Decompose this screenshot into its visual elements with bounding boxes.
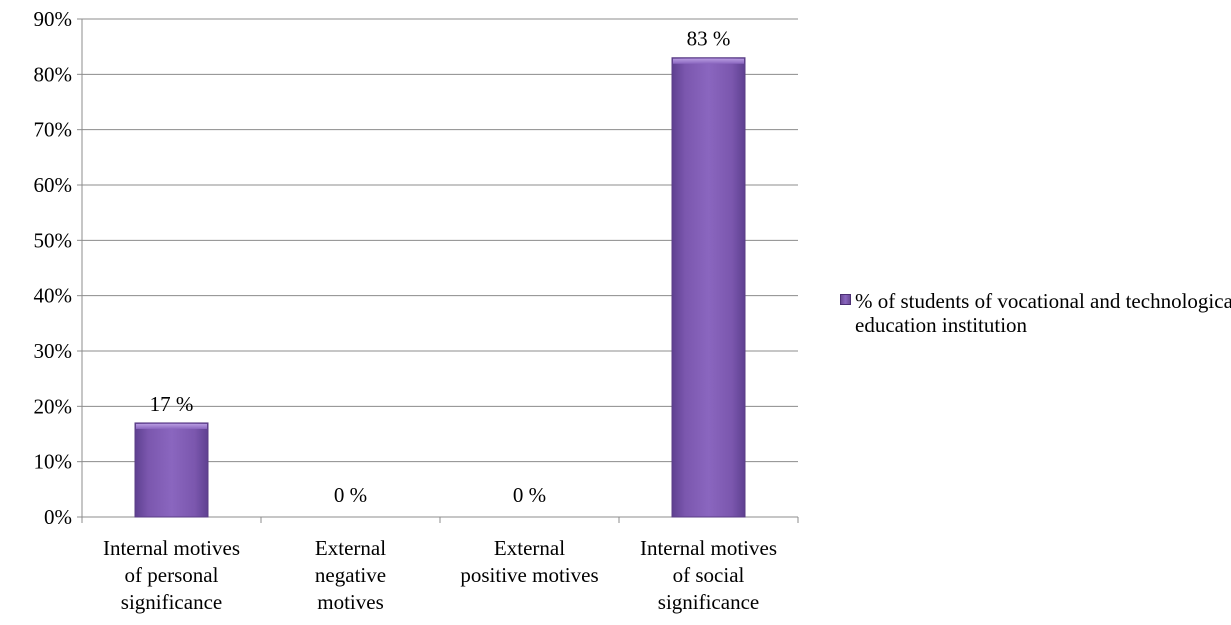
y-tick-label: 30% (34, 339, 73, 363)
x-tick-label-line: motives (317, 590, 384, 614)
data-label: 0 % (513, 483, 546, 507)
x-tick-label-line: of social (673, 563, 745, 587)
x-tick-labels: Internal motives of personal significance E… (103, 536, 777, 614)
legend: % of students of vocational and technolo… (840, 289, 1231, 337)
x-tick-label-line: Internal motives (103, 536, 240, 560)
gridlines (82, 18, 798, 463)
data-label: 0 % (334, 483, 367, 507)
legend-label: % of students of vocational and technolo… (855, 289, 1231, 337)
data-labels: 17 % 0 % 0 % 83 % (150, 27, 731, 507)
bar (134, 422, 209, 518)
x-tick-label-line: External (315, 536, 386, 560)
data-label: 83 % (687, 27, 731, 51)
x-tick-label-line: Internal motives (640, 536, 777, 560)
y-tick-label: 10% (34, 450, 73, 474)
y-tick-label: 50% (34, 228, 73, 252)
data-label: 17 % (150, 392, 194, 416)
y-tick-label: 20% (34, 394, 73, 418)
x-tick-label-line: significance (121, 590, 222, 614)
bar-top-highlight (673, 58, 744, 64)
x-tick-label: Internal motives of personal significance (103, 536, 240, 614)
y-tick-label: 80% (34, 62, 73, 86)
bar-top-highlight (136, 423, 207, 429)
x-tick-label: External negative motives (315, 536, 386, 614)
x-tick-label: External positive motives (460, 536, 598, 587)
x-tick-label-line: External (494, 536, 565, 560)
y-tick-labels: 0% 10% 20% 30% 40% 50% 60% 70% 80% 90% (34, 7, 73, 529)
bars (134, 57, 746, 518)
x-tick-label-line: of personal (125, 563, 219, 587)
y-tick-label: 60% (34, 173, 73, 197)
y-tick-label: 70% (34, 118, 73, 142)
y-tick-label: 90% (34, 7, 73, 31)
x-tick-label-line: positive motives (460, 563, 598, 587)
legend-swatch (840, 294, 851, 305)
x-tick-label-line: significance (658, 590, 759, 614)
x-tick-label: Internal motives of social significance (640, 536, 777, 614)
x-tick-label-line: negative (315, 563, 386, 587)
y-tick-label: 40% (34, 284, 73, 308)
bar (671, 57, 746, 518)
y-tick-label: 0% (44, 505, 72, 529)
